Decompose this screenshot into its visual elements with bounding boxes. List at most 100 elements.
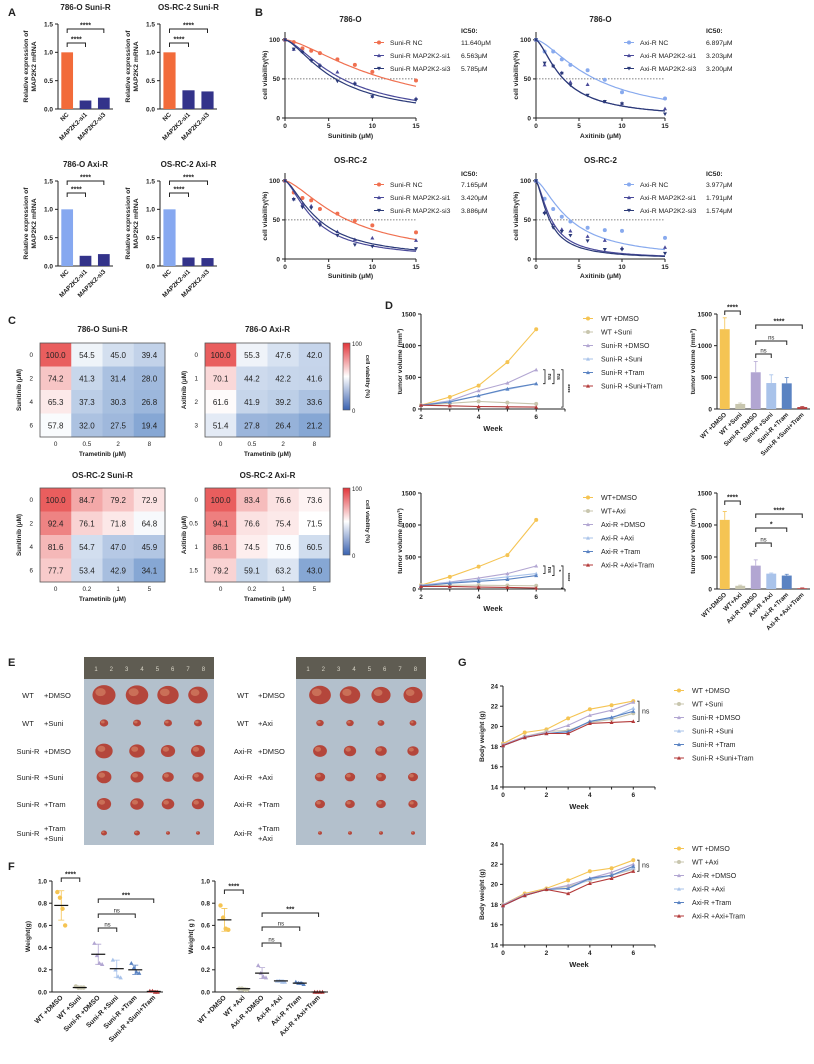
y-tick-label: 0 [412, 586, 416, 593]
marker-triangle [542, 212, 547, 216]
marker-circle [300, 46, 305, 51]
marker-circle [609, 866, 614, 871]
heatmap-cell [205, 390, 237, 414]
significance-bracket [552, 565, 555, 576]
ic50-header: IC50: [706, 28, 723, 35]
significance-label: *** [122, 893, 130, 900]
x-tick-label: NC [162, 111, 174, 123]
fit-curve [284, 39, 417, 104]
marker-triangle [335, 69, 340, 74]
significance-bracket [169, 28, 208, 33]
y-axis-label: MAP2K2 mRNA [31, 41, 38, 91]
heatmap-cell [133, 558, 166, 583]
marker-triangle [586, 549, 590, 554]
marker-triangle [476, 585, 481, 589]
heatmap-cell [40, 366, 72, 391]
heatmap-cell [102, 535, 135, 559]
marker-triangle [586, 343, 590, 348]
ruler-digit: 6 [171, 667, 175, 673]
marker-triangle [609, 870, 614, 874]
tumor-highlight [132, 773, 138, 778]
heatmap-cell [236, 488, 268, 512]
marker-circle [534, 583, 539, 588]
x-tick-label: 8 [313, 441, 317, 448]
y-tick-label: 0.5 [44, 235, 53, 242]
row-treatment-label: +DMSO [258, 691, 285, 700]
marker-circle [677, 846, 681, 851]
legend-label: Suni-R +Suni+Tram [601, 384, 663, 391]
marker-triangle [631, 869, 636, 873]
tumor-highlight [316, 800, 321, 805]
marker-circle [317, 206, 322, 211]
bar [79, 100, 92, 109]
marker-triangle [602, 238, 607, 242]
marker-triangle [609, 708, 614, 712]
bar [750, 372, 761, 409]
marker-triangle [309, 206, 314, 211]
marker-triangle [317, 221, 322, 225]
y-tick-label: 0 [527, 115, 531, 122]
y-tick-label: 0.0 [146, 106, 155, 113]
legend-label: WT +DMSO [601, 316, 639, 323]
x-tick-label: 2 [419, 594, 423, 601]
cell-value: 47.6 [275, 351, 291, 360]
marker-circle [677, 688, 681, 693]
x-axis-label: Week [483, 424, 503, 433]
error-bar [722, 317, 727, 330]
chart-title: 786-O Suni-R [77, 325, 127, 334]
bar [750, 565, 761, 589]
y-axis-label: cell viability(%) [262, 191, 269, 240]
marker-circle [551, 206, 556, 211]
tumor-highlight [348, 831, 351, 834]
marker-circle [414, 230, 418, 235]
y-tick-label: 1.5 [189, 567, 198, 574]
heatmap-cell [102, 343, 135, 367]
tumor-highlight [190, 689, 200, 696]
marker-triangle [534, 381, 539, 386]
marker-triangle [317, 223, 322, 228]
x-axis-label: Week [483, 604, 503, 613]
marker-triangle [370, 244, 375, 249]
ruler-digit: 4 [352, 667, 356, 673]
x-axis-label: Trametinib (μM) [244, 596, 291, 603]
marker-triangle [587, 881, 592, 885]
y-tick-label: 1000 [698, 343, 713, 350]
x-axis-label: Axitinib (μM) [580, 133, 621, 140]
marker-triangle [609, 873, 614, 877]
marker-triangle [534, 571, 539, 576]
y-tick-label: 0 [276, 256, 280, 263]
marker-triangle [414, 98, 418, 103]
row-treatment-label: +DMSO [44, 747, 71, 756]
chart-title: 786-O Axi-R [63, 160, 108, 169]
significance-bracket [97, 927, 118, 932]
significance-label: ns [114, 909, 120, 915]
y-tick-label: 0.0 [38, 989, 47, 996]
y-tick-label: 1 [194, 544, 198, 551]
y-axis-label: tumor volume (mm³) [397, 329, 404, 395]
marker-circle [559, 57, 564, 62]
y-tick-label: 0 [708, 586, 712, 593]
y-tick-label: 50 [273, 76, 281, 83]
error-bar [753, 361, 758, 373]
x-axis-label: Trametinib (μM) [79, 596, 126, 603]
marker-triangle [335, 79, 340, 84]
bar [735, 585, 746, 589]
bar [79, 255, 92, 266]
cell-value: 65.3 [48, 398, 64, 407]
dose-response-chart: 0 50 100 0 5 10 15 786-O Axitinib (μM) cell viabi… [513, 15, 733, 140]
marker-triangle [534, 573, 539, 578]
colorbar-label: cell viability (%) [364, 500, 370, 544]
heatmap-cell [267, 488, 300, 512]
y-tick-label: 1000 [402, 343, 417, 350]
y-tick-label: 1500 [402, 311, 417, 318]
tumor-highlight [196, 831, 199, 834]
marker-circle [335, 211, 340, 216]
marker-triangle [627, 66, 631, 71]
error-bar [769, 374, 774, 384]
y-tick-label: 2 [29, 375, 33, 382]
x-tick-label: 0.2 [247, 586, 256, 593]
ruler-digit: 7 [398, 667, 402, 673]
cell-value: 45.9 [142, 543, 158, 552]
row-treatment-label: +Tram [44, 824, 66, 833]
